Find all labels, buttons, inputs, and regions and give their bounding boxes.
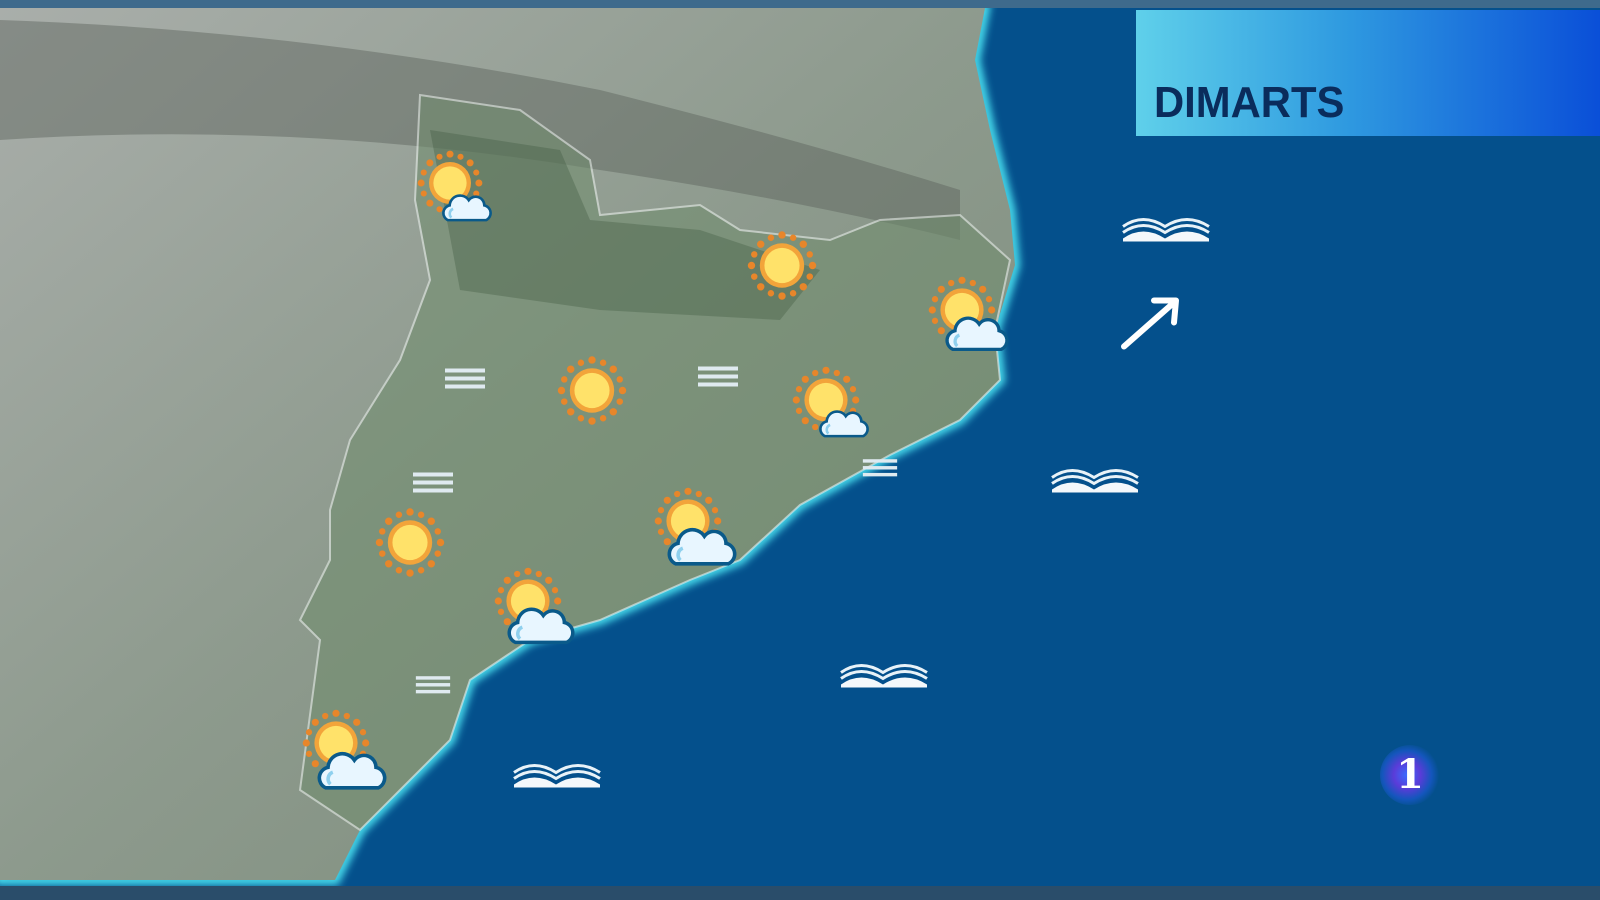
catalonia-region	[298, 93, 1012, 832]
sun-cloud-icon	[790, 364, 870, 444]
waves-icon	[839, 659, 929, 694]
sun-cloud-icon	[652, 485, 738, 571]
fog-icon	[413, 471, 453, 504]
waves-icon	[512, 759, 602, 794]
sun-icon	[745, 229, 819, 308]
interior-mountains	[430, 130, 820, 320]
fog-icon	[698, 365, 738, 398]
channel-logo-text: 1	[1396, 751, 1424, 798]
sun-cloud-icon	[926, 274, 1010, 358]
sun-cloud-icon	[492, 565, 578, 651]
fog-icon	[445, 367, 485, 400]
fog-icon	[413, 675, 453, 704]
channel-logo: 1	[1380, 745, 1440, 805]
top-frame-bar	[0, 0, 1600, 8]
day-title: DIMARTS	[1154, 78, 1345, 127]
waves-icon	[1050, 464, 1140, 499]
waves-icon	[1121, 213, 1211, 248]
sun-icon	[555, 354, 629, 433]
fog-icon	[860, 458, 900, 487]
sun-cloud-icon	[300, 707, 390, 797]
wind-arrow-icon	[1116, 293, 1186, 358]
sun-cloud-icon	[415, 148, 495, 228]
day-title-banner: DIMARTS	[1136, 10, 1600, 136]
sun-icon	[373, 506, 447, 585]
bottom-frame-bar	[0, 886, 1600, 900]
